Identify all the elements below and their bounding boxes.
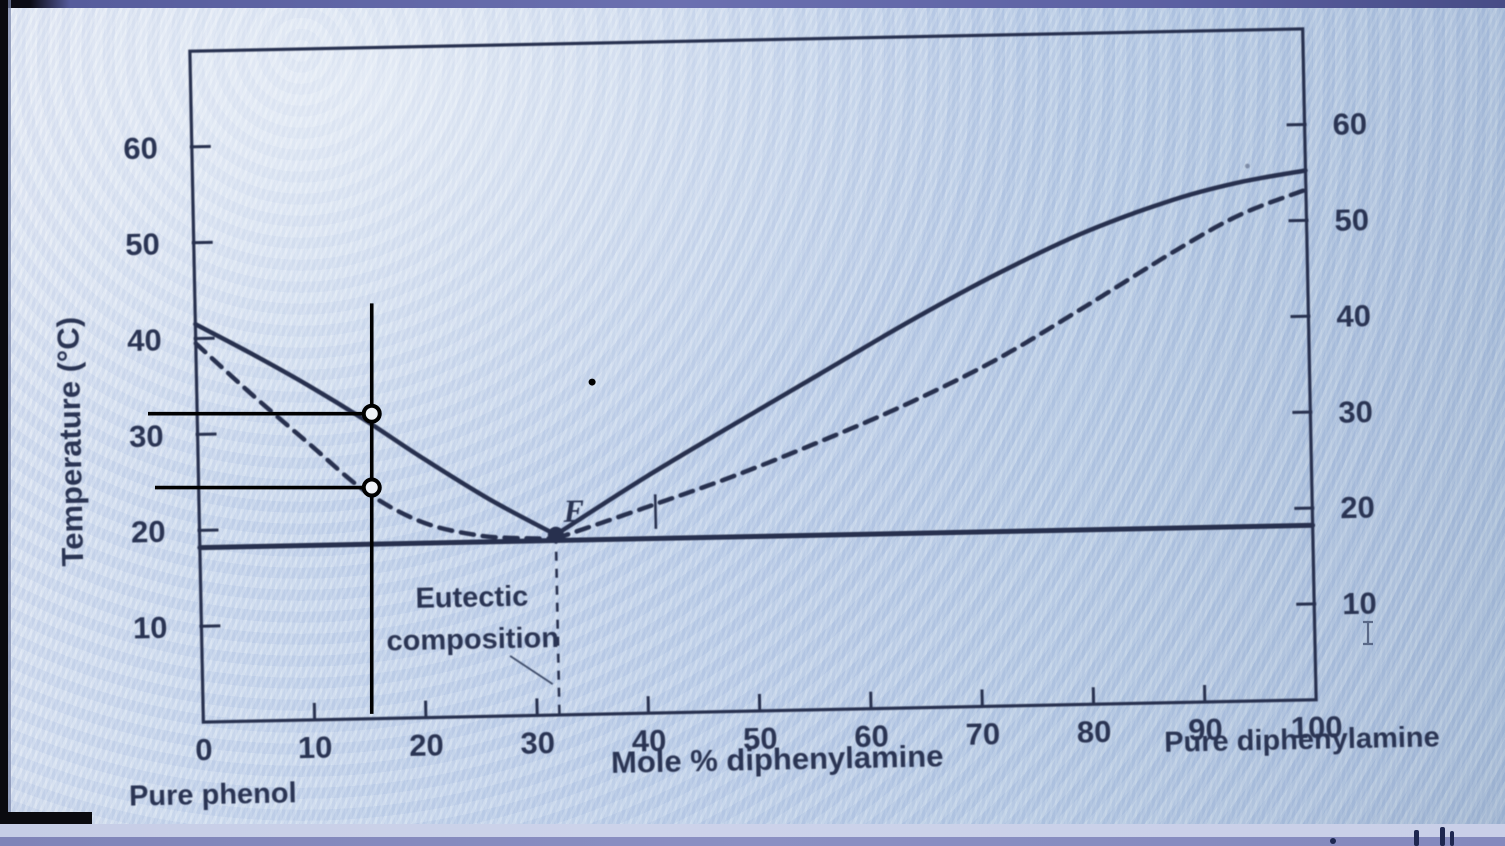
diphenylamine-liquidus-solid bbox=[553, 168, 1308, 537]
screen-left-border-shade bbox=[8, 0, 11, 824]
bottom-tick-label: 70 bbox=[965, 716, 1000, 752]
dashed-curve-right bbox=[553, 187, 1309, 541]
bottom-tick-label: 40 bbox=[631, 723, 666, 759]
bottom-tick-label: 0 bbox=[195, 732, 213, 767]
dust-speck bbox=[1245, 163, 1250, 169]
axis-tick-labels: 10 20 30 40 50 60 10 20 30 40 50 60 0 10 20 30 40 50 60 70 8… bbox=[123, 106, 1377, 767]
plot-border bbox=[188, 27, 1318, 724]
user-annotations bbox=[148, 303, 596, 714]
annotation-ring-marker bbox=[361, 403, 382, 424]
left-tick-label: 50 bbox=[125, 226, 160, 262]
screen-bottom-left-corner bbox=[0, 812, 92, 824]
pure-phenol-label: Pure phenol bbox=[129, 777, 297, 812]
bottom-tick-label: 100 bbox=[1290, 709, 1342, 745]
left-tick-label: 20 bbox=[131, 514, 166, 550]
phenol-liquidus-solid bbox=[193, 321, 559, 537]
eutectic-point bbox=[547, 526, 564, 543]
diagram-marks bbox=[547, 494, 658, 715]
eutectic-caption-line1: Eutectic bbox=[415, 581, 528, 615]
phase-diagram-figure: 10 20 30 40 50 60 10 20 30 40 50 60 0 10 20 30 40 50 60 70 8… bbox=[50, 27, 1440, 813]
eutectic-temperature-line bbox=[197, 522, 1316, 551]
bottom-tick-label: 60 bbox=[854, 718, 889, 754]
bottom-tick-label: 10 bbox=[298, 730, 333, 766]
axis-ticks bbox=[189, 122, 1317, 720]
y-axis-title: Temperature (°C) bbox=[50, 317, 90, 567]
left-tick-label: 60 bbox=[123, 130, 158, 166]
ibeam-glyph bbox=[1363, 620, 1373, 646]
left-tick-label: 10 bbox=[133, 610, 168, 646]
plot-frame bbox=[188, 27, 1318, 724]
right-tick-label: 40 bbox=[1336, 298, 1371, 334]
text-cursor-ibeam bbox=[1363, 620, 1373, 646]
screen-top-strip bbox=[0, 0, 1505, 8]
pure-diphenylamine-label: Pure diphenylamine bbox=[1164, 721, 1440, 759]
right-tick-label: 60 bbox=[1332, 106, 1367, 142]
annotation-dot bbox=[588, 378, 596, 386]
bottom-tick-label: 90 bbox=[1188, 712, 1223, 748]
right-tick-label: 20 bbox=[1340, 490, 1375, 526]
bottom-tick-label: 50 bbox=[743, 721, 778, 757]
right-tick-label: 50 bbox=[1334, 202, 1369, 238]
annotation-ring-marker bbox=[361, 477, 382, 498]
right-tick-label: 10 bbox=[1342, 586, 1377, 622]
screen-bottom-strip-light bbox=[0, 824, 1505, 837]
curve-tick-mark bbox=[653, 494, 658, 529]
diagram-curves bbox=[193, 168, 1316, 551]
cropped-text-fragment bbox=[1330, 827, 1454, 846]
bottom-tick-label: 30 bbox=[520, 725, 555, 761]
eutectic-point-label: E bbox=[562, 492, 585, 528]
screen-bottom-strip-dark bbox=[0, 837, 1505, 846]
right-tick-label: 30 bbox=[1338, 394, 1373, 430]
eutectic-composition-guide bbox=[554, 534, 561, 715]
screen-left-border bbox=[0, 0, 8, 824]
dashed-curve-left bbox=[193, 341, 559, 541]
x-axis-title: Mole % diphenylamine bbox=[611, 738, 944, 780]
bottom-tick-label: 80 bbox=[1077, 714, 1112, 750]
eutectic-caption-line2: composition bbox=[386, 622, 559, 657]
bottom-tick-label: 20 bbox=[409, 727, 444, 763]
caption-leader-line bbox=[509, 655, 554, 685]
left-tick-label: 40 bbox=[127, 322, 162, 358]
left-tick-label: 30 bbox=[129, 418, 164, 454]
